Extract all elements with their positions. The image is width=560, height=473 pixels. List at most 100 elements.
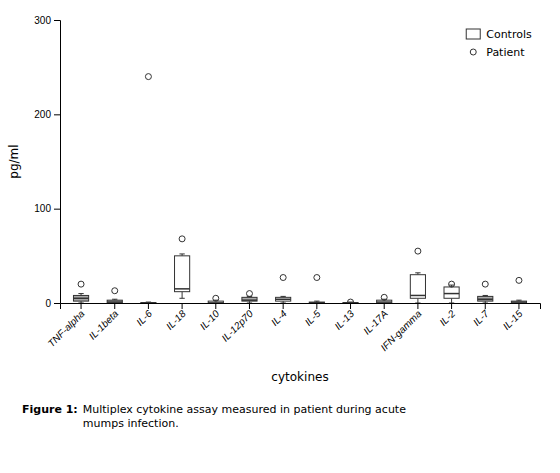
point xyxy=(449,281,455,287)
legend-label: Patient xyxy=(486,46,525,59)
median xyxy=(242,299,257,301)
median xyxy=(410,295,425,297)
y-tick-label: 0 xyxy=(45,298,51,309)
upper-cap xyxy=(415,272,420,273)
caption-label: Figure 1: xyxy=(22,403,78,416)
x-tick-mark xyxy=(384,303,385,309)
y-tick-mark xyxy=(54,303,60,304)
y-axis-line xyxy=(54,21,61,304)
x-tick: IL-6 xyxy=(134,303,154,328)
lower-cap xyxy=(247,303,252,304)
box xyxy=(478,295,493,303)
x-tick-mark xyxy=(283,303,284,309)
y-tick: 100 xyxy=(34,203,60,214)
lower-cap xyxy=(449,303,454,304)
x-tick-label: IL-10 xyxy=(198,308,222,332)
box xyxy=(444,285,459,303)
y-tick-mark xyxy=(54,114,60,115)
marks xyxy=(73,74,526,303)
upper-cap xyxy=(281,296,286,297)
x-tick-label: IL-12p70 xyxy=(219,308,255,344)
y-tick-label: 100 xyxy=(34,203,51,214)
median xyxy=(208,302,223,303)
median xyxy=(444,293,459,295)
legend-label: Controls xyxy=(486,28,532,41)
box-body xyxy=(410,275,425,299)
y-tick: 200 xyxy=(34,109,60,120)
box-body xyxy=(478,296,493,301)
y-tick-label: 200 xyxy=(34,109,51,120)
y-axis-title: pg/ml xyxy=(7,144,21,178)
point xyxy=(145,74,151,80)
y-tick: 300 xyxy=(34,15,60,26)
x-tick-mark xyxy=(316,303,317,309)
x-tick-mark xyxy=(114,303,115,309)
chart: 0100200300TNF-alphaIL-1betaIL-6IL-18IL-1… xyxy=(0,0,560,473)
plot: 0100200300TNF-alphaIL-1betaIL-6IL-18IL-1… xyxy=(7,15,541,384)
box xyxy=(276,296,291,303)
box-body xyxy=(175,256,190,292)
x-tick-mark xyxy=(350,303,351,309)
caption-text: Multiplex cytokine assay measured in pat… xyxy=(83,403,406,430)
x-tick-mark xyxy=(485,303,486,309)
x-tick-label: IL-17A xyxy=(361,308,390,337)
box xyxy=(242,296,257,303)
caption-line: mumps infection. xyxy=(83,417,179,430)
point xyxy=(415,248,421,254)
x-tick-mark xyxy=(249,303,250,309)
lower-cap xyxy=(281,303,286,304)
x-tick-label: IL-6 xyxy=(134,308,154,328)
x-tick: IL-17A xyxy=(361,303,390,337)
box-body xyxy=(444,287,459,298)
point xyxy=(78,281,84,287)
upper-cap xyxy=(112,299,117,300)
point xyxy=(280,275,286,281)
box xyxy=(343,302,358,303)
x-tick: IL-4 xyxy=(269,303,289,328)
median xyxy=(309,302,324,303)
x-tick-label: IL-18 xyxy=(164,308,188,332)
box-series xyxy=(73,254,526,303)
box xyxy=(141,302,156,303)
median xyxy=(511,301,526,303)
median xyxy=(141,302,156,303)
box xyxy=(73,294,88,303)
box-body xyxy=(309,302,324,303)
lower-cap xyxy=(179,298,184,299)
y-tick-label: 300 xyxy=(34,15,51,26)
upper-cap xyxy=(483,295,488,296)
box-body xyxy=(511,301,526,303)
legend-swatch xyxy=(470,49,476,55)
legend: Controls Patient xyxy=(466,28,532,59)
box xyxy=(377,299,392,303)
x-tick-label: IL-1beta xyxy=(87,308,121,342)
lower-cap xyxy=(483,303,488,304)
point xyxy=(482,281,488,287)
x-axis-title: cytokines xyxy=(271,370,328,384)
box-body xyxy=(107,300,122,303)
lower-whisker xyxy=(182,292,183,299)
median xyxy=(107,301,122,303)
lower-whisker xyxy=(451,298,452,303)
median xyxy=(175,288,190,290)
x-tick-label: IL-5 xyxy=(303,308,323,328)
caption-line: Multiplex cytokine assay measured in pat… xyxy=(83,403,406,416)
point xyxy=(112,288,118,294)
x-tick-mark xyxy=(182,303,183,309)
x-axis: TNF-alphaIL-1betaIL-6IL-18IL-10IL-12p70I… xyxy=(46,303,541,353)
point xyxy=(246,291,252,297)
box-body xyxy=(242,297,257,301)
box xyxy=(107,299,122,303)
point xyxy=(348,299,354,303)
lower-cap xyxy=(415,303,420,304)
x-tick: IL-13 xyxy=(332,303,356,332)
legend-item: Controls xyxy=(466,28,532,41)
x-tick-mark xyxy=(81,303,82,309)
x-tick: IL-12p70 xyxy=(219,303,255,344)
x-tick: IL-10 xyxy=(198,303,222,332)
box xyxy=(410,273,425,303)
x-tick: IL-5 xyxy=(303,303,323,328)
lower-cap xyxy=(78,303,83,304)
x-tick-label: IL-15 xyxy=(501,308,525,332)
upper-cap xyxy=(516,300,521,301)
